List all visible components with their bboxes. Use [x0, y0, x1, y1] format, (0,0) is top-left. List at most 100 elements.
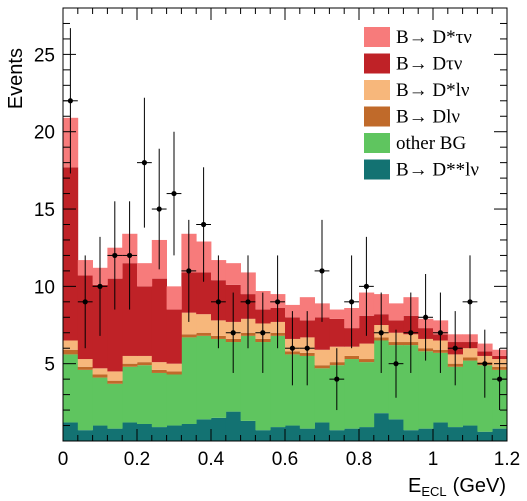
bar-other-23	[403, 345, 419, 431]
data-marker	[319, 268, 325, 274]
data-marker	[260, 330, 266, 336]
bar-dstartau-5	[137, 263, 153, 287]
bar-other-7	[166, 374, 182, 426]
data-point	[255, 292, 271, 373]
bar-dtau-5	[137, 286, 153, 356]
bar-dstst-8	[181, 423, 197, 441]
data-point	[299, 311, 315, 386]
bar-dstst-0	[63, 422, 79, 441]
data-marker	[67, 98, 73, 104]
bar-dl-1	[77, 366, 93, 370]
bar-dstst-1	[77, 430, 93, 441]
data-point	[388, 329, 404, 398]
data-point	[211, 255, 226, 349]
bar-other-2	[92, 377, 108, 426]
bar-dl-0	[63, 349, 79, 355]
bar-dstartau-11	[225, 263, 241, 285]
bar-other-11	[225, 342, 241, 412]
bar-other-16	[299, 355, 315, 429]
data-point	[270, 255, 285, 349]
data-point	[181, 219, 197, 322]
bar-dstartau-22	[388, 303, 404, 321]
data-point	[373, 292, 389, 373]
legend-swatch-dstst	[364, 159, 390, 180]
bar-dstarl-19	[344, 346, 360, 356]
data-marker	[127, 252, 133, 259]
data-marker	[112, 252, 118, 259]
bar-dl-17	[314, 365, 330, 369]
bar-dl-20	[359, 359, 375, 363]
x-tick-label: 0.2	[124, 449, 150, 470]
bar-dl-2	[92, 374, 108, 378]
bar-other-10	[211, 338, 227, 418]
bar-dl-8	[181, 334, 197, 338]
data-point	[122, 201, 137, 310]
bar-other-17	[314, 368, 330, 423]
legend-label-dstartau: B→ D*τν	[396, 27, 472, 48]
x-tick-label: 0	[58, 449, 69, 470]
data-point	[196, 167, 211, 282]
data-point	[359, 236, 374, 336]
data-marker	[289, 345, 295, 351]
data-point	[314, 219, 330, 322]
bar-dstst-7	[166, 425, 182, 441]
bar-dstarl-0	[63, 340, 79, 350]
bar-other-8	[181, 337, 197, 424]
legend-label-dtau: B→ Dτν	[396, 54, 463, 75]
x-axis-title-unit: (GeV)	[453, 475, 506, 497]
bar-dstartau-15	[285, 304, 301, 318]
bar-other-28	[477, 365, 493, 432]
data-point	[240, 255, 256, 349]
data-marker	[201, 221, 207, 228]
bar-dl-7	[166, 371, 182, 375]
legend-swatch-dl	[364, 106, 390, 127]
data-points	[63, 28, 507, 411]
bar-other-14	[270, 335, 286, 428]
bar-other-6	[151, 372, 167, 428]
bar-other-5	[137, 365, 153, 424]
bar-dstst-19	[344, 428, 360, 441]
bar-dl-27	[462, 357, 478, 361]
data-marker	[452, 345, 458, 351]
bar-dstartau-7	[166, 286, 182, 310]
bar-dstst-24	[418, 428, 434, 441]
data-marker	[171, 190, 177, 197]
bar-dtau-4	[122, 263, 138, 356]
bar-other-13	[255, 342, 271, 431]
bar-dtau-18	[329, 318, 345, 347]
x-tick-label: 1	[428, 449, 439, 470]
bar-dstst-29	[492, 428, 508, 441]
bar-dstst-6	[151, 427, 167, 441]
legend-entry-other: other BG	[364, 133, 466, 154]
data-marker	[497, 376, 503, 382]
bar-dstst-16	[299, 428, 315, 441]
legend-entry-dl: B→ Dlν	[364, 106, 460, 128]
bar-dtau-6	[151, 278, 167, 363]
bar-dstarl-2	[92, 368, 108, 375]
data-marker	[467, 299, 473, 305]
axes: 0 0.2 0.4 0.6 0.8 1 1.2 5 10 15 20 25	[34, 7, 520, 470]
data-marker	[156, 206, 162, 212]
data-point	[418, 273, 433, 361]
data-point	[447, 311, 463, 386]
bar-other-26	[447, 366, 463, 428]
data-point	[403, 292, 419, 373]
bar-dl-6	[151, 369, 167, 373]
data-marker	[230, 330, 236, 336]
y-tick-label: 5	[44, 355, 55, 376]
x-tick-label: 0.4	[198, 449, 225, 470]
bar-other-12	[240, 335, 256, 421]
bar-dstst-14	[270, 427, 286, 441]
legend-swatch-dstartau	[364, 27, 390, 47]
bar-dtau-0	[63, 167, 79, 341]
bar-dstarl-4	[122, 355, 138, 364]
legend-swatch-dstarl	[364, 80, 390, 100]
data-point	[63, 28, 78, 174]
bar-other-3	[107, 383, 123, 429]
histogram-bars	[63, 117, 508, 441]
bar-dstst-25	[433, 422, 449, 441]
data-point	[433, 292, 448, 373]
data-point	[151, 148, 167, 270]
legend-entry-dtau: B→ Dτν	[364, 53, 463, 75]
x-tick-label: 0.8	[346, 449, 372, 470]
